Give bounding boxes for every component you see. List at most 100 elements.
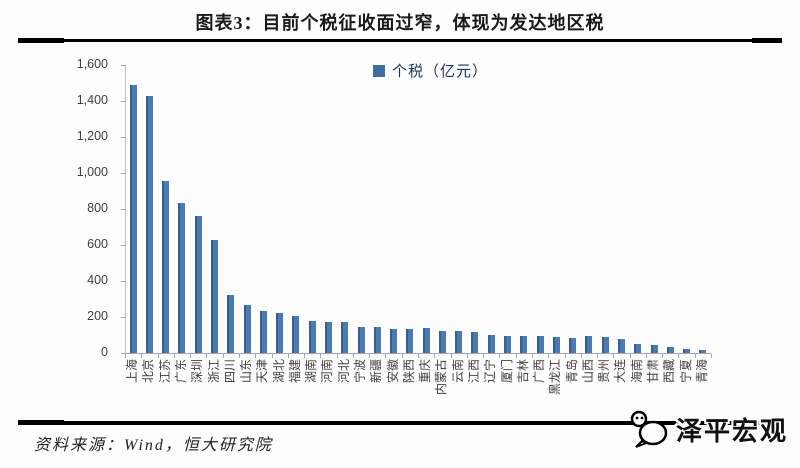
x-label-贵州: 贵州 [597,359,612,384]
x-label-天津: 天津 [255,359,270,384]
x-label-广东: 广东 [173,359,188,384]
bar-海南 [634,344,642,353]
source-note: 资料来源：Wind，恒大研究院 [34,437,273,454]
legend: 个税（亿元） [373,60,488,81]
x-tick [483,354,485,358]
x-tick [711,354,712,358]
bar-广西 [536,335,544,353]
y-tick-label: 1,200 [76,129,108,143]
bar-青岛 [569,337,577,353]
y-tick [121,101,126,102]
y-tick-label: 1,400 [76,93,108,107]
x-tick [157,354,159,358]
x-tick [255,354,257,358]
x-tick [287,354,289,358]
x-label-辽宁: 辽宁 [483,359,498,384]
top-divider-line [64,39,756,42]
x-tick [125,354,126,358]
bar-吉林 [520,336,528,353]
x-label-浙江: 浙江 [206,359,221,384]
x-tick [222,354,224,358]
x-tick [434,354,436,358]
x-tick [629,354,631,358]
y-tick-label: 1,600 [76,57,108,71]
x-label-河北: 河北 [336,359,351,384]
bar-贵州 [601,337,609,353]
bar-宁波 [357,326,365,353]
x-tick [678,354,680,358]
bottom-divider-line [64,421,786,425]
bar-四川 [227,295,235,353]
x-tick [401,354,403,358]
bar-北京 [145,95,153,353]
bar-大连 [617,339,625,353]
x-label-上海: 上海 [125,359,140,384]
x-tick [531,354,533,358]
x-label-内蒙古: 内蒙古 [434,359,449,396]
bar-厦门 [504,335,512,353]
x-tick [418,354,419,358]
x-tick [499,354,501,358]
legend-label: 个税（亿元） [392,63,489,80]
x-tick [336,354,338,358]
bar-福建 [292,316,300,353]
bar-江西 [471,331,479,353]
x-label-福建: 福建 [287,359,302,384]
x-tick [369,354,371,358]
top-divider-thick-left [18,38,64,43]
x-tick [190,354,192,358]
bar-新疆 [373,327,381,353]
bar-青海 [699,350,707,353]
x-label-江西: 江西 [466,359,481,384]
x-label-四川: 四川 [222,359,237,384]
y-tick [121,173,126,174]
bar-湖南 [308,321,316,353]
y-tick-label: 800 [87,201,108,215]
x-label-湖南: 湖南 [304,359,319,384]
x-tick [466,354,468,358]
x-tick [320,354,322,358]
x-label-山东: 山东 [239,359,254,384]
bar-天津 [259,310,267,353]
bar-广东 [178,202,186,353]
y-tick [121,353,126,354]
x-tick [515,354,517,358]
bar-湖北 [276,313,284,353]
top-divider-thick-right [752,38,782,43]
x-tick [173,354,175,358]
x-label-山西: 山西 [580,359,595,384]
bar-安徽 [390,328,398,353]
x-label-青岛: 青岛 [564,359,579,384]
x-tick [613,354,615,358]
x-label-厦门: 厦门 [499,359,514,384]
x-tick [645,354,647,358]
x-tick [271,354,273,358]
x-tick [597,354,599,358]
bar-河南 [324,322,332,353]
x-tick [206,354,208,358]
bar-江苏 [162,181,170,353]
x-label-北京: 北京 [141,359,156,384]
bar-西藏 [666,347,674,353]
x-tick [450,354,452,358]
bar-山东 [243,305,251,353]
y-tick [121,245,126,246]
zeping-logo-icon [630,410,668,448]
x-label-陕西: 陕西 [401,359,416,384]
y-tick [121,209,126,210]
x-label-吉林: 吉林 [515,359,530,384]
bar-辽宁 [487,334,495,353]
x-label-安徽: 安徽 [385,359,400,384]
y-tick-label: 1,000 [76,165,108,179]
bottom-divider-thick-left [18,420,64,425]
x-tick [385,354,387,358]
x-tick [141,354,143,358]
bar-云南 [455,331,463,353]
chart-title: 图表3：目前个税征收面过窄，体现为发达地区税 [195,13,605,33]
x-tick [548,354,550,358]
bar-上海 [129,84,137,353]
bar-黑龙江 [552,337,560,353]
y-tick-label: 400 [87,273,108,287]
watermark-text: 泽平宏观 [675,415,788,446]
